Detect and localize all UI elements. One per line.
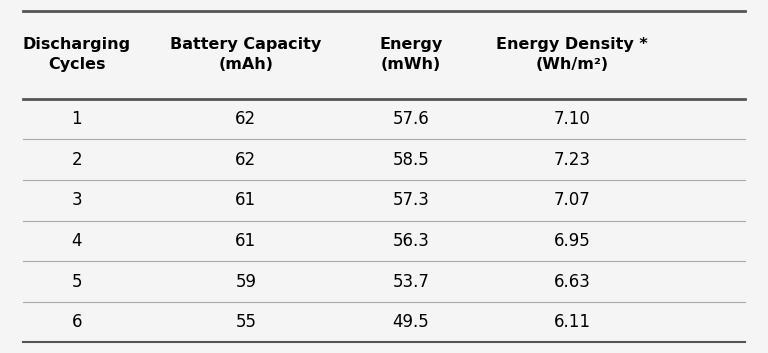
Text: 57.3: 57.3 xyxy=(392,191,429,209)
Text: Discharging
Cycles: Discharging Cycles xyxy=(23,37,131,72)
Text: 49.5: 49.5 xyxy=(392,313,429,331)
Text: 2: 2 xyxy=(71,151,82,169)
Text: 3: 3 xyxy=(71,191,82,209)
Text: 1: 1 xyxy=(71,110,82,128)
Text: 6.11: 6.11 xyxy=(554,313,591,331)
Text: 5: 5 xyxy=(71,273,82,291)
Text: 6.95: 6.95 xyxy=(554,232,591,250)
Text: Energy
(mWh): Energy (mWh) xyxy=(379,37,442,72)
Text: 58.5: 58.5 xyxy=(392,151,429,169)
Text: 61: 61 xyxy=(235,191,257,209)
Text: 4: 4 xyxy=(71,232,82,250)
Text: 7.07: 7.07 xyxy=(554,191,591,209)
Text: Battery Capacity
(mAh): Battery Capacity (mAh) xyxy=(170,37,321,72)
Text: 55: 55 xyxy=(235,313,257,331)
Text: 62: 62 xyxy=(235,110,257,128)
Text: 59: 59 xyxy=(235,273,257,291)
Text: 56.3: 56.3 xyxy=(392,232,429,250)
Text: 7.10: 7.10 xyxy=(554,110,591,128)
Text: 57.6: 57.6 xyxy=(392,110,429,128)
Text: Energy Density *
(Wh/m²): Energy Density * (Wh/m²) xyxy=(496,37,648,72)
Text: 6: 6 xyxy=(71,313,82,331)
Text: 61: 61 xyxy=(235,232,257,250)
Text: 6.63: 6.63 xyxy=(554,273,591,291)
Text: 62: 62 xyxy=(235,151,257,169)
Text: 7.23: 7.23 xyxy=(554,151,591,169)
Text: 53.7: 53.7 xyxy=(392,273,429,291)
